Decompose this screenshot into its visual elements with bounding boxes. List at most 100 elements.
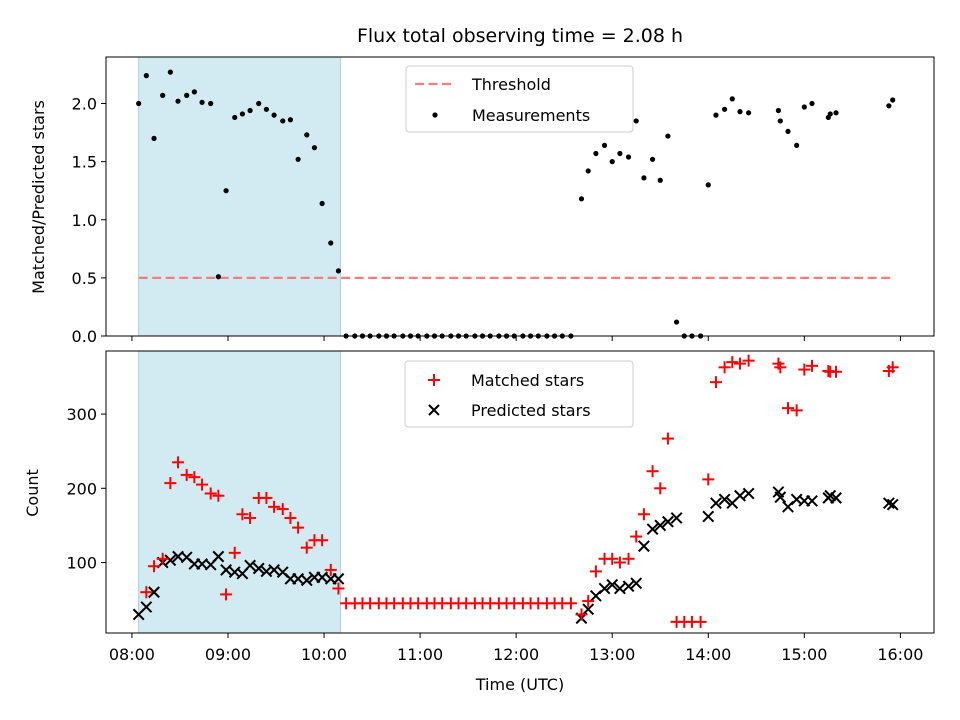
legend-matched-swatch <box>428 374 440 386</box>
measurement-point <box>280 118 286 124</box>
top-y-ticks: 0.0 0.5 1.0 1.5 2.0 <box>72 95 106 346</box>
x-tick-label: 15:00 <box>781 645 827 664</box>
bottom-y-ticks: 100 200 300 <box>66 405 106 573</box>
predicted-marker-stroke <box>718 493 731 506</box>
matched-star-marker <box>718 361 731 374</box>
matched-star-marker <box>806 359 819 372</box>
matched-star-marker <box>244 511 257 524</box>
matched-star-marker <box>661 432 674 445</box>
predicted-star-marker <box>718 493 731 506</box>
matched-star-marker <box>292 521 305 534</box>
predicted-marker-stroke <box>212 550 225 563</box>
predicted-star-marker <box>670 512 683 524</box>
measurement-point <box>809 100 815 107</box>
predicted-marker-stroke <box>598 582 611 595</box>
measurement-point <box>609 159 615 165</box>
matched-star-marker <box>622 552 635 565</box>
x-tick-label: 13:00 <box>589 645 635 664</box>
predicted-marker-stroke <box>734 489 746 502</box>
bottom-y-tick-label: 100 <box>66 554 97 573</box>
measurement-point <box>827 111 833 117</box>
predicted-marker-stroke <box>742 487 755 500</box>
top-axes-frame <box>105 56 935 337</box>
top-y-tick-label: 1.5 <box>72 153 97 172</box>
top-y-tick-label: 0.0 <box>72 327 97 346</box>
measurement-point <box>199 99 205 105</box>
measurement-point <box>665 133 671 139</box>
measurement-point <box>601 142 608 148</box>
predicted-star-marker <box>212 550 225 563</box>
x-tick-label: 16:00 <box>877 645 923 664</box>
measurement-point <box>175 98 181 104</box>
legend-predicted-label: Predicted stars <box>471 401 591 420</box>
predicted-star-marker <box>613 582 626 595</box>
predicted-star-marker <box>300 574 313 587</box>
legend-predicted-swatch <box>428 404 440 416</box>
measurement-point <box>151 135 157 141</box>
matched-star-marker <box>180 468 193 481</box>
measurement-point <box>890 97 896 103</box>
predicted-marker-stroke <box>582 603 595 616</box>
measurement-point <box>801 104 807 110</box>
bottom-y-axis-label: Count <box>23 469 42 517</box>
measurement-point <box>729 96 735 102</box>
predicted-star-marker <box>148 586 160 599</box>
predicted-marker-stroke <box>772 486 785 498</box>
measurement-point <box>705 182 711 188</box>
measurement-point <box>208 100 214 107</box>
bottom-legend: Matched stars Predicted stars <box>404 360 634 428</box>
matched-star-marker <box>260 491 273 504</box>
measurement-point <box>143 73 149 79</box>
predicted-star-marker <box>638 540 650 553</box>
top-legend: Threshold Measurements <box>405 65 634 133</box>
predicted-star-marker <box>606 578 619 591</box>
predicted-star-marker <box>774 491 787 504</box>
predicted-star-marker <box>646 523 659 536</box>
predicted-star-marker <box>598 582 611 595</box>
measurement-point <box>239 111 245 117</box>
matched-star-marker <box>589 565 602 578</box>
predicted-star-marker <box>734 489 746 502</box>
predicted-marker-stroke <box>882 497 895 510</box>
measurement-point <box>585 168 591 174</box>
matched-star-marker <box>220 588 233 601</box>
predicted-marker-stroke <box>654 519 667 532</box>
measurement-point <box>713 112 719 118</box>
predicted-star-marker <box>244 559 256 572</box>
measurement-points <box>136 69 896 339</box>
matched-star-marker <box>742 354 755 367</box>
predicted-marker-stroke <box>220 564 232 576</box>
predicted-marker-stroke <box>630 577 643 590</box>
matched-star-marker <box>324 563 337 576</box>
predicted-star-marker <box>742 487 755 500</box>
predicted-marker-stroke <box>830 492 842 504</box>
chart-title: Flux total observing time = 2.08 h <box>357 25 683 47</box>
predicted-star-marker <box>164 554 177 567</box>
measurement-point <box>304 132 310 138</box>
predicted-star-marker <box>332 572 345 585</box>
predicted-marker-stroke <box>646 523 659 536</box>
predicted-marker-stroke <box>613 582 626 595</box>
predicted-marker-stroke <box>180 551 193 564</box>
measurement-point <box>641 175 647 181</box>
predicted-marker-stroke <box>670 512 683 524</box>
x-tick-label: 10:00 <box>301 645 347 664</box>
bottom-shaded-region <box>138 350 341 634</box>
matched-star-marker <box>276 503 289 516</box>
matched-star-marker <box>654 482 667 495</box>
predicted-star-marker <box>252 562 265 575</box>
matched-star-marker <box>196 478 209 491</box>
matched-star-marker <box>204 487 217 500</box>
predicted-star-marker <box>220 564 232 576</box>
predicted-marker-stroke <box>276 566 289 579</box>
measurement-point <box>673 319 680 325</box>
predicted-marker-stroke <box>300 574 313 587</box>
measurement-point <box>657 177 663 183</box>
matched-star-marker <box>733 357 746 370</box>
measurement-point <box>232 114 238 121</box>
measurement-point <box>617 150 623 157</box>
x-tick-label: 14:00 <box>685 645 731 664</box>
measurement-point <box>295 156 301 162</box>
predicted-marker-stroke <box>252 562 265 575</box>
